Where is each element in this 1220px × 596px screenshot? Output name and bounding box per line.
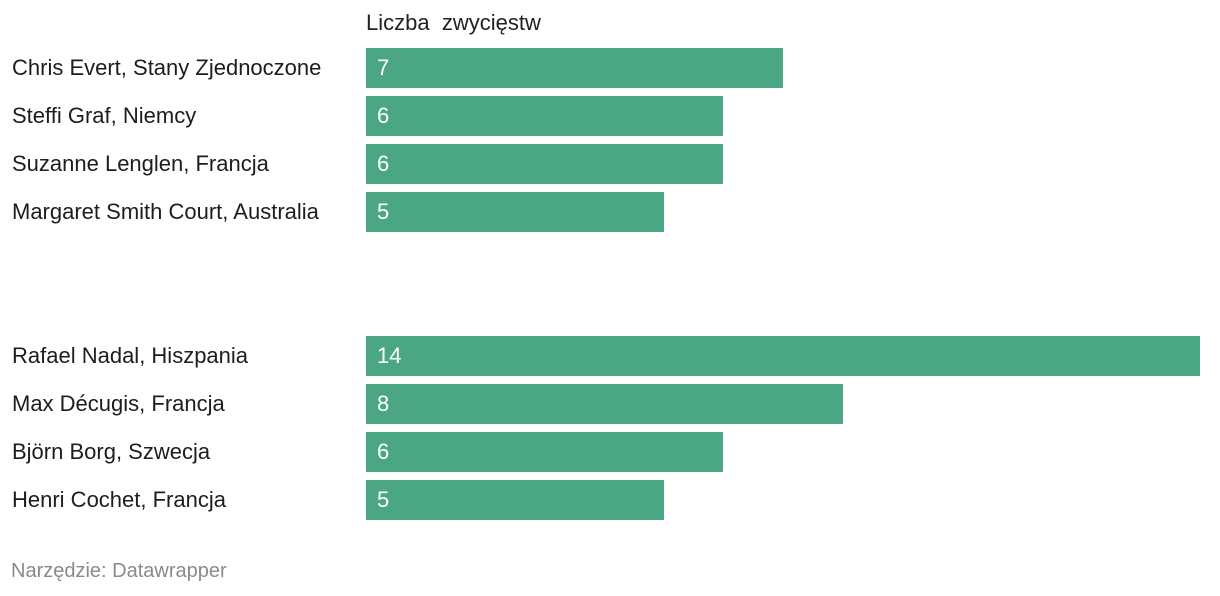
bar-value-label: 8 — [377, 391, 390, 416]
category-label: Steffi Graf, Niemcy — [12, 103, 197, 128]
bar: 5 — [366, 480, 664, 520]
bar-value-label: 7 — [377, 55, 390, 80]
category-label: Chris Evert, Stany Zjednoczone — [12, 55, 322, 80]
category-label: Margaret Smith Court, Australia — [12, 199, 319, 224]
source-note: Narzędzie: Datawrapper — [11, 560, 227, 582]
bar-value-label: 14 — [377, 343, 402, 368]
column-header: Liczba zwycięstw — [366, 10, 541, 35]
bar-value-label: 5 — [377, 487, 390, 512]
bar-row: Margaret Smith Court, Australia 5 — [0, 192, 1220, 232]
bar-row: Björn Borg, Szwecja 6 — [0, 432, 1220, 472]
category-label: Max Décugis, Francja — [12, 391, 225, 416]
bar-row: Rafael Nadal, Hiszpania 14 — [0, 336, 1220, 376]
category-label: Rafael Nadal, Hiszpania — [12, 343, 249, 368]
bar-row: Suzanne Lenglen, Francja 6 — [0, 144, 1220, 184]
category-label: Suzanne Lenglen, Francja — [12, 151, 269, 176]
bar: 8 — [366, 384, 843, 424]
bar: 6 — [366, 432, 723, 472]
bar-value-label: 6 — [377, 151, 390, 176]
bar-row: Max Décugis, Francja 8 — [0, 384, 1220, 424]
bar-row: Henri Cochet, Francja 5 — [0, 480, 1220, 520]
bar-value-label: 5 — [377, 199, 390, 224]
bar-value-label: 6 — [377, 103, 390, 128]
bar-row: Chris Evert, Stany Zjednoczone 7 — [0, 48, 1220, 88]
bar: 5 — [366, 192, 664, 232]
bar: 6 — [366, 96, 723, 136]
bar-value-label: 6 — [377, 439, 390, 464]
bar: 6 — [366, 144, 723, 184]
bar-row: Steffi Graf, Niemcy 6 — [0, 96, 1220, 136]
bar: 14 — [366, 336, 1200, 376]
category-label: Björn Borg, Szwecja — [12, 439, 211, 464]
category-label: Henri Cochet, Francja — [12, 487, 226, 512]
bar: 7 — [366, 48, 783, 88]
